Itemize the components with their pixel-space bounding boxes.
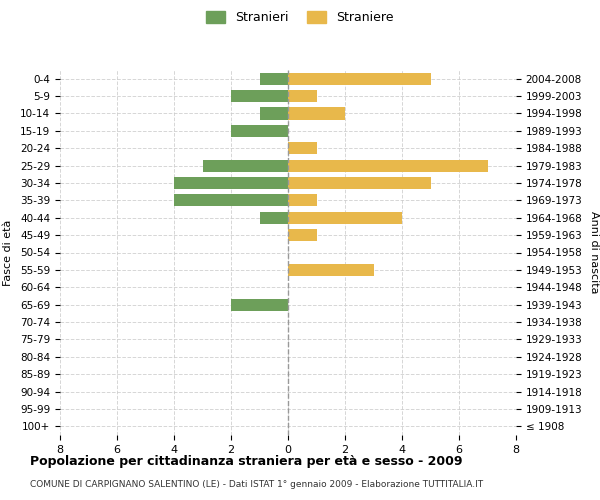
Bar	[288, 194, 317, 206]
Bar	[174, 177, 288, 189]
Legend: Stranieri, Straniere: Stranieri, Straniere	[202, 6, 398, 29]
Y-axis label: Anni di nascita: Anni di nascita	[589, 211, 599, 294]
Bar	[260, 108, 288, 120]
Bar	[288, 212, 402, 224]
Bar	[174, 194, 288, 206]
Text: COMUNE DI CARPIGNANO SALENTINO (LE) - Dati ISTAT 1° gennaio 2009 - Elaborazione : COMUNE DI CARPIGNANO SALENTINO (LE) - Da…	[30, 480, 483, 489]
Bar	[288, 264, 373, 276]
Bar	[288, 108, 345, 120]
Y-axis label: Fasce di età: Fasce di età	[3, 220, 13, 286]
Text: Popolazione per cittadinanza straniera per età e sesso - 2009: Popolazione per cittadinanza straniera p…	[30, 455, 463, 468]
Bar	[231, 90, 288, 102]
Bar	[260, 212, 288, 224]
Bar	[288, 142, 317, 154]
Bar	[288, 177, 431, 189]
Bar	[288, 229, 317, 241]
Bar	[288, 90, 317, 102]
Bar	[231, 125, 288, 137]
Bar	[203, 160, 288, 172]
Bar	[288, 160, 487, 172]
Bar	[231, 298, 288, 310]
Bar	[288, 72, 431, 85]
Bar	[260, 72, 288, 85]
